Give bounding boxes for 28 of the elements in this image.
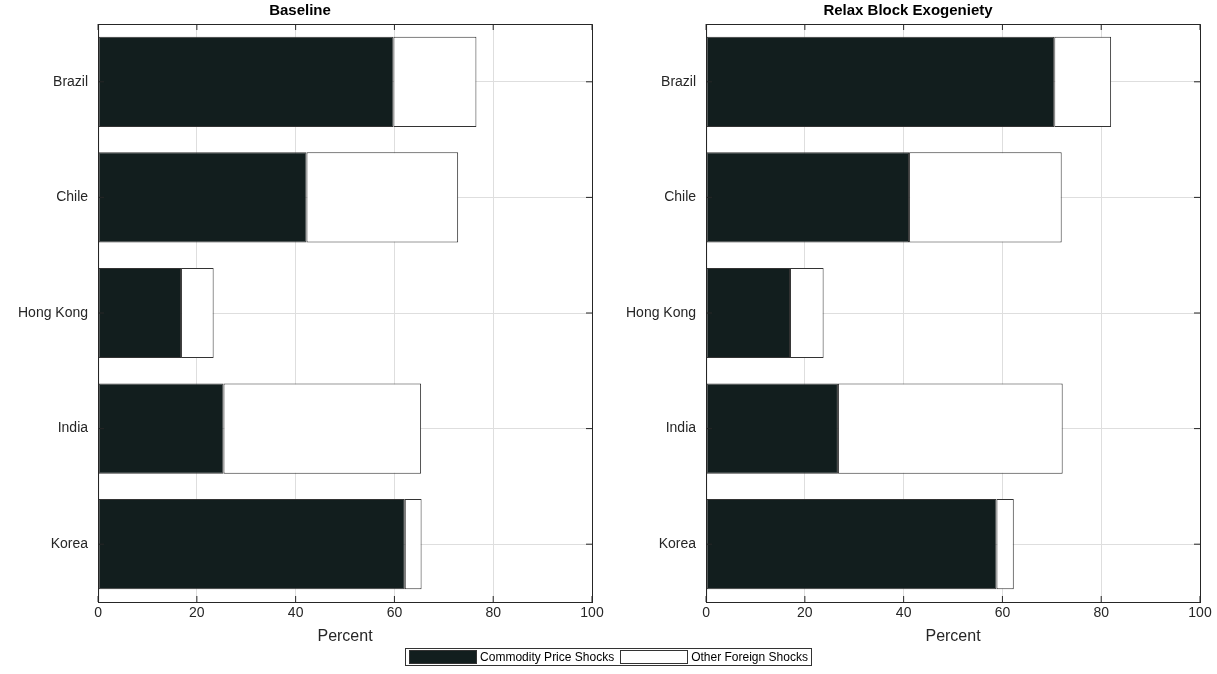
chart-title: Relax Block Exogeniety: [823, 1, 994, 19]
y-tick-label: Hong Kong: [625, 303, 697, 320]
x-tick-label: 20: [797, 604, 813, 621]
x-tick-label: 60: [994, 604, 1011, 621]
y-tick-label: Korea: [658, 535, 697, 552]
x-tick-label: 0: [702, 604, 711, 621]
x-axis-title: Percent: [925, 626, 982, 644]
y-tick-label: India: [665, 419, 697, 436]
y-tick-label: India: [57, 419, 89, 436]
y-tick-label: Chile: [56, 188, 89, 205]
y-tick-label: Hong Kong: [17, 303, 89, 320]
x-tick-label: 100: [580, 604, 604, 621]
x-tick-label: 100: [1188, 604, 1212, 621]
x-tick-label: 60: [386, 604, 403, 621]
y-tick-label: Chile: [664, 188, 697, 205]
x-tick-label: 40: [287, 604, 304, 621]
y-tick-label: Korea: [50, 535, 89, 552]
x-tick-label: 0: [94, 604, 103, 621]
x-tick-label: 80: [485, 604, 502, 621]
text: Other Foreign Shocks: [691, 650, 808, 664]
x-axis-title: Percent: [317, 626, 374, 644]
text: Commodity Price Shocks: [480, 650, 615, 664]
y-tick-label: Brazil: [661, 72, 697, 89]
y-tick-label: Brazil: [53, 72, 89, 89]
chart-title: Baseline: [269, 1, 331, 19]
x-tick-label: 40: [895, 604, 912, 621]
x-tick-label: 80: [1093, 604, 1110, 621]
x-tick-label: 20: [189, 604, 205, 621]
